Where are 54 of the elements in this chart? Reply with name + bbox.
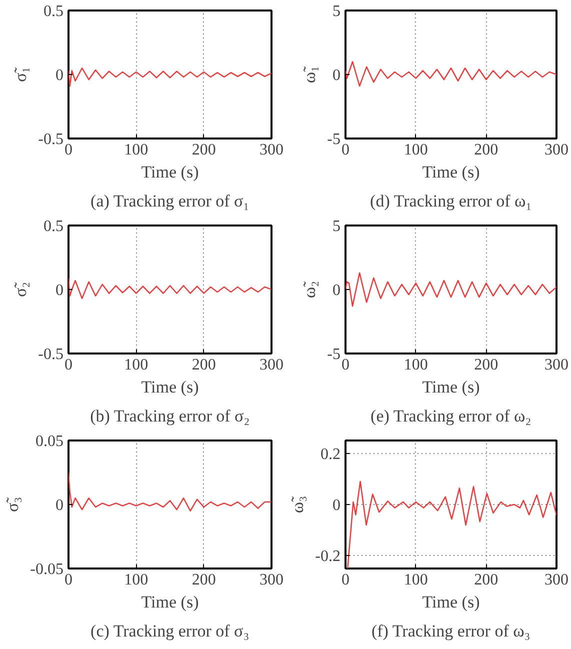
y-tick-label: 0.5 xyxy=(44,218,64,235)
x-axis-title: Time (s) xyxy=(422,378,480,396)
text: (a) Tracking error of σ₁ xyxy=(90,192,250,210)
x-tick-label: 100 xyxy=(124,356,148,374)
x-axis-title: Time (s) xyxy=(141,162,199,182)
y-tick-label: 5 xyxy=(332,218,340,235)
x-axis-title: Time (s) xyxy=(422,592,480,612)
x-tick-label: 100 xyxy=(404,572,428,588)
y-tick-label: -0.5 xyxy=(38,346,64,363)
x-tick-label: 300 xyxy=(544,572,568,588)
x-axis-title: Time (s) xyxy=(141,378,199,396)
y-tick-label: 0 xyxy=(56,282,64,299)
y-tick-label: 0.5 xyxy=(44,3,64,20)
y-tick-label: 0 xyxy=(332,67,340,84)
y-tick-label: 0.2 xyxy=(320,446,340,463)
x-tick-label: 100 xyxy=(124,142,148,158)
y-tick-label: 0 xyxy=(332,497,340,514)
x-tick-label: 200 xyxy=(192,572,216,588)
x-tick-label: 100 xyxy=(404,142,428,158)
y-tick-label: 0 xyxy=(56,67,64,84)
x-tick-label: 100 xyxy=(404,356,428,374)
x-tick-label: 100 xyxy=(124,572,148,588)
y-tick-label: 0 xyxy=(56,497,64,514)
y-axis-title: ω̃₃ xyxy=(288,496,308,514)
y-axis-title: ω̃₁ xyxy=(300,66,320,84)
text: (e) Tracking error of ω₂ xyxy=(370,406,532,426)
text: (b) Tracking error of σ₂ xyxy=(90,406,250,426)
x-tick-label: 300 xyxy=(260,356,284,374)
x-tick-label: 200 xyxy=(474,142,498,158)
x-tick-label: 300 xyxy=(260,572,284,588)
x-tick-label: 300 xyxy=(544,142,568,158)
text: (c) Tracking error of σ₃ xyxy=(90,622,250,640)
x-axis-title: Time (s) xyxy=(141,592,199,612)
x-tick-label: 200 xyxy=(474,356,498,374)
text: (d) Tracking error of ω₁ xyxy=(370,192,532,210)
y-tick-label: -5 xyxy=(327,346,340,363)
y-tick-label: -0.05 xyxy=(30,561,64,578)
y-tick-label: -0.2 xyxy=(315,548,340,566)
y-axis-title: σ̃₂ xyxy=(11,282,30,298)
y-tick-label: 5 xyxy=(332,3,340,20)
y-axis-title: σ̃₃ xyxy=(3,496,22,512)
x-tick-label: 200 xyxy=(192,356,216,374)
y-tick-label: -0.5 xyxy=(38,131,64,148)
x-tick-label: 300 xyxy=(544,356,568,374)
x-tick-label: 200 xyxy=(474,572,498,588)
y-axis-title: σ̃₁ xyxy=(11,66,30,82)
y-tick-label: -5 xyxy=(327,131,340,148)
y-tick-label: 0 xyxy=(332,282,340,299)
text: (f) Tracking error of ω₃ xyxy=(371,622,530,640)
x-tick-label: 200 xyxy=(192,142,216,158)
y-tick-label: 0.05 xyxy=(36,433,64,450)
x-axis-title: Time (s) xyxy=(422,162,480,182)
y-axis-title: ω̃₂ xyxy=(300,280,320,298)
x-tick-label: 300 xyxy=(260,142,284,158)
